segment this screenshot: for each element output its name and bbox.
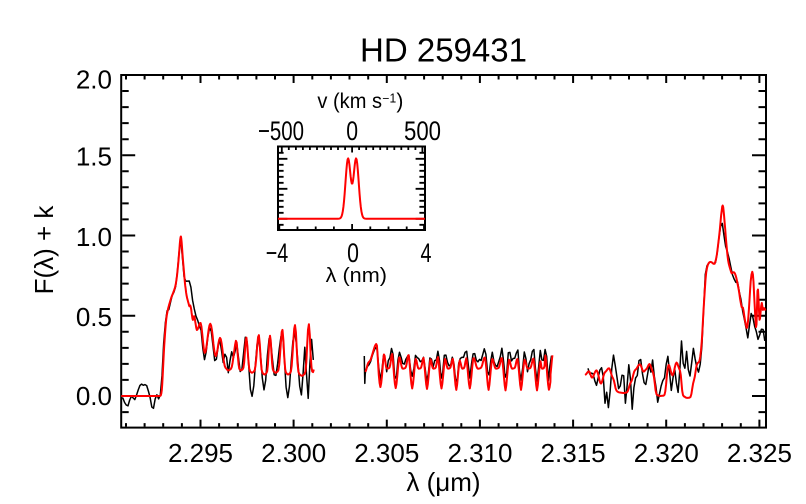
svg-text:4: 4 (421, 238, 432, 268)
svg-text:2.320: 2.320 (634, 438, 699, 468)
svg-text:2.315: 2.315 (541, 438, 606, 468)
svg-text:2.305: 2.305 (354, 438, 419, 468)
svg-text:2.0: 2.0 (76, 65, 112, 95)
svg-text:0: 0 (346, 116, 358, 146)
svg-text:HD 259431: HD 259431 (360, 32, 527, 69)
svg-text:1.5: 1.5 (76, 142, 112, 172)
svg-text:−4: −4 (266, 238, 289, 268)
svg-text:2.310: 2.310 (447, 438, 512, 468)
svg-text:−500: −500 (258, 116, 304, 146)
svg-text:λ (μm): λ (μm) (406, 467, 480, 497)
svg-text:2.295: 2.295 (168, 438, 233, 468)
svg-text:λ (nm): λ (nm) (326, 265, 387, 287)
svg-text:F(λ) + k: F(λ) + k (29, 205, 59, 295)
svg-text:0: 0 (347, 238, 359, 268)
svg-text:1.0: 1.0 (76, 222, 112, 252)
svg-text:2.300: 2.300 (261, 438, 326, 468)
svg-text:v (km s: v (km s (317, 90, 382, 113)
svg-text:0.0: 0.0 (76, 381, 112, 411)
svg-text:): ) (396, 90, 403, 113)
svg-text:2.325: 2.325 (727, 438, 792, 468)
svg-text:0.5: 0.5 (76, 302, 112, 332)
svg-text:500: 500 (404, 116, 441, 146)
svg-text:−1: −1 (382, 92, 396, 106)
